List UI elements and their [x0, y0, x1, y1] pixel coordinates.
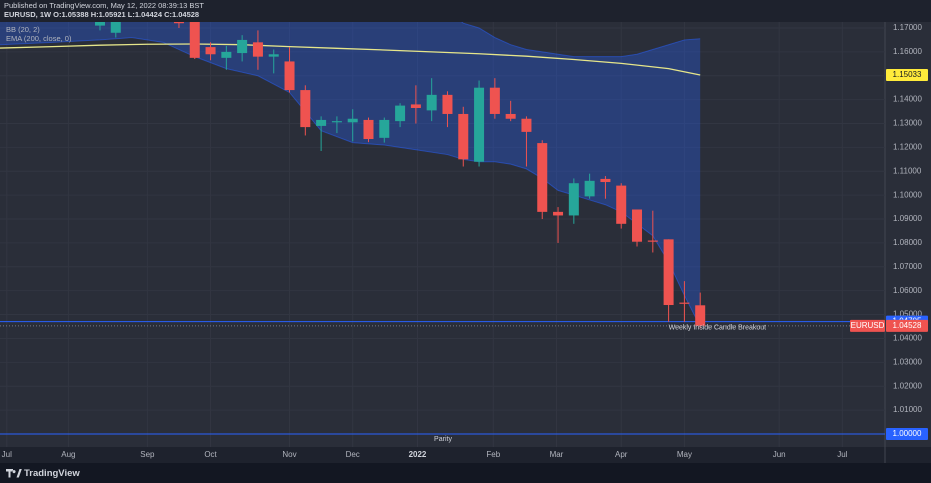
time-axis [0, 447, 931, 463]
y-tick-label: 1.16000 [893, 47, 922, 56]
candle-body [600, 178, 611, 183]
y-tick-label: 1.09000 [893, 214, 922, 223]
overlay: 1.170001.160001.150001.140001.130001.120… [2, 23, 928, 459]
symbol-label-box [850, 319, 885, 332]
x-tick-label: Oct [204, 450, 217, 459]
candle-body [489, 87, 500, 114]
candle-body [663, 239, 674, 306]
candle-body [173, 22, 184, 24]
level-note: Weekly Inside Candle Breakout [669, 324, 767, 331]
y-tick-label: 1.11000 [893, 166, 922, 175]
header-bar [0, 0, 931, 22]
y-tick-label: 1.07000 [893, 262, 922, 271]
x-tick-label: Jul [837, 450, 847, 459]
y-tick-label: 1.12000 [893, 143, 922, 152]
candle-body [94, 22, 105, 26]
candle-body [616, 185, 627, 224]
y-tick-label: 1.06000 [893, 286, 922, 295]
candle-body [679, 302, 690, 304]
bollinger-upper [461, 22, 701, 58]
candle-body [284, 61, 295, 91]
y-tick-label: 1.02000 [893, 381, 922, 390]
candle-body [458, 113, 469, 160]
candle-body [568, 183, 579, 216]
candle-body [410, 104, 421, 108]
y-tick-label: 1.10000 [893, 190, 922, 199]
plot-area [0, 22, 885, 435]
candle-body [647, 240, 658, 242]
x-tick-label: Feb [486, 450, 500, 459]
candle-body [331, 121, 342, 123]
x-tick-label: Aug [61, 450, 75, 459]
x-tick-label: Sep [140, 450, 155, 459]
candle-body [300, 90, 311, 128]
y-tick-label: 1.13000 [893, 119, 922, 128]
x-tick-label: Mar [550, 450, 564, 459]
x-tick-label: 2022 [409, 450, 427, 459]
brand-logo [6, 469, 22, 478]
candle-body [205, 47, 216, 55]
bollinger-band-fill [0, 22, 701, 327]
candle-body [110, 22, 121, 33]
candle-body [474, 87, 485, 162]
candle-body [237, 39, 248, 54]
candle-body [695, 305, 706, 326]
candle-body [442, 94, 453, 114]
level-note: Parity [434, 436, 452, 443]
candle-body [221, 51, 232, 58]
x-tick-label: Dec [346, 450, 360, 459]
y-tick-label: 1.03000 [893, 357, 922, 366]
candle-body [252, 42, 263, 57]
price-label-box [886, 427, 928, 440]
footer-bar [0, 463, 931, 483]
candle-body [363, 119, 374, 140]
y-tick-label: 1.14000 [893, 95, 922, 104]
indicator-label: EMA (200, close, 0) [6, 34, 72, 43]
candle-body [537, 143, 548, 212]
x-tick-label: Jun [773, 450, 786, 459]
y-tick-label: 1.01000 [893, 405, 922, 414]
candle-body [521, 118, 532, 132]
candle-body [395, 105, 406, 122]
x-tick-label: May [677, 450, 692, 459]
ema-line [0, 43, 701, 76]
symbol-line: EURUSD, 1W O:1.05388 H:1.05921 L:1.04424… [4, 10, 199, 19]
y-tick-label: 1.05000 [893, 310, 922, 319]
symbol-label: EURUSD [851, 321, 885, 330]
ema-price-label: 1.15033 [893, 70, 922, 79]
indicator-label: BB (20, 2) [6, 25, 40, 34]
x-tick-label: Nov [282, 450, 296, 459]
candle-body [505, 113, 516, 119]
current-price-label: 1.04528 [893, 321, 922, 330]
candle-body [553, 211, 564, 216]
x-tick-label: Apr [615, 450, 628, 459]
candle-body [268, 54, 279, 57]
candle-body [347, 118, 358, 123]
candle-body [379, 119, 390, 138]
price-label: 1.00000 [893, 429, 922, 438]
published-line: Published on TradingView.com, May 12, 20… [4, 1, 204, 10]
price-label-box [886, 319, 928, 332]
y-tick-label: 1.17000 [893, 23, 922, 32]
price-label-box [886, 68, 928, 81]
y-tick-label: 1.04000 [893, 334, 922, 343]
candle-body [426, 94, 437, 111]
candle-body [316, 119, 327, 126]
candle-body [189, 22, 200, 58]
y-tick-label: 1.08000 [893, 238, 922, 247]
candle-body [632, 209, 643, 242]
brand-name: TradingView [24, 468, 80, 479]
candle-body [584, 180, 595, 197]
x-tick-label: Jul [2, 450, 12, 459]
